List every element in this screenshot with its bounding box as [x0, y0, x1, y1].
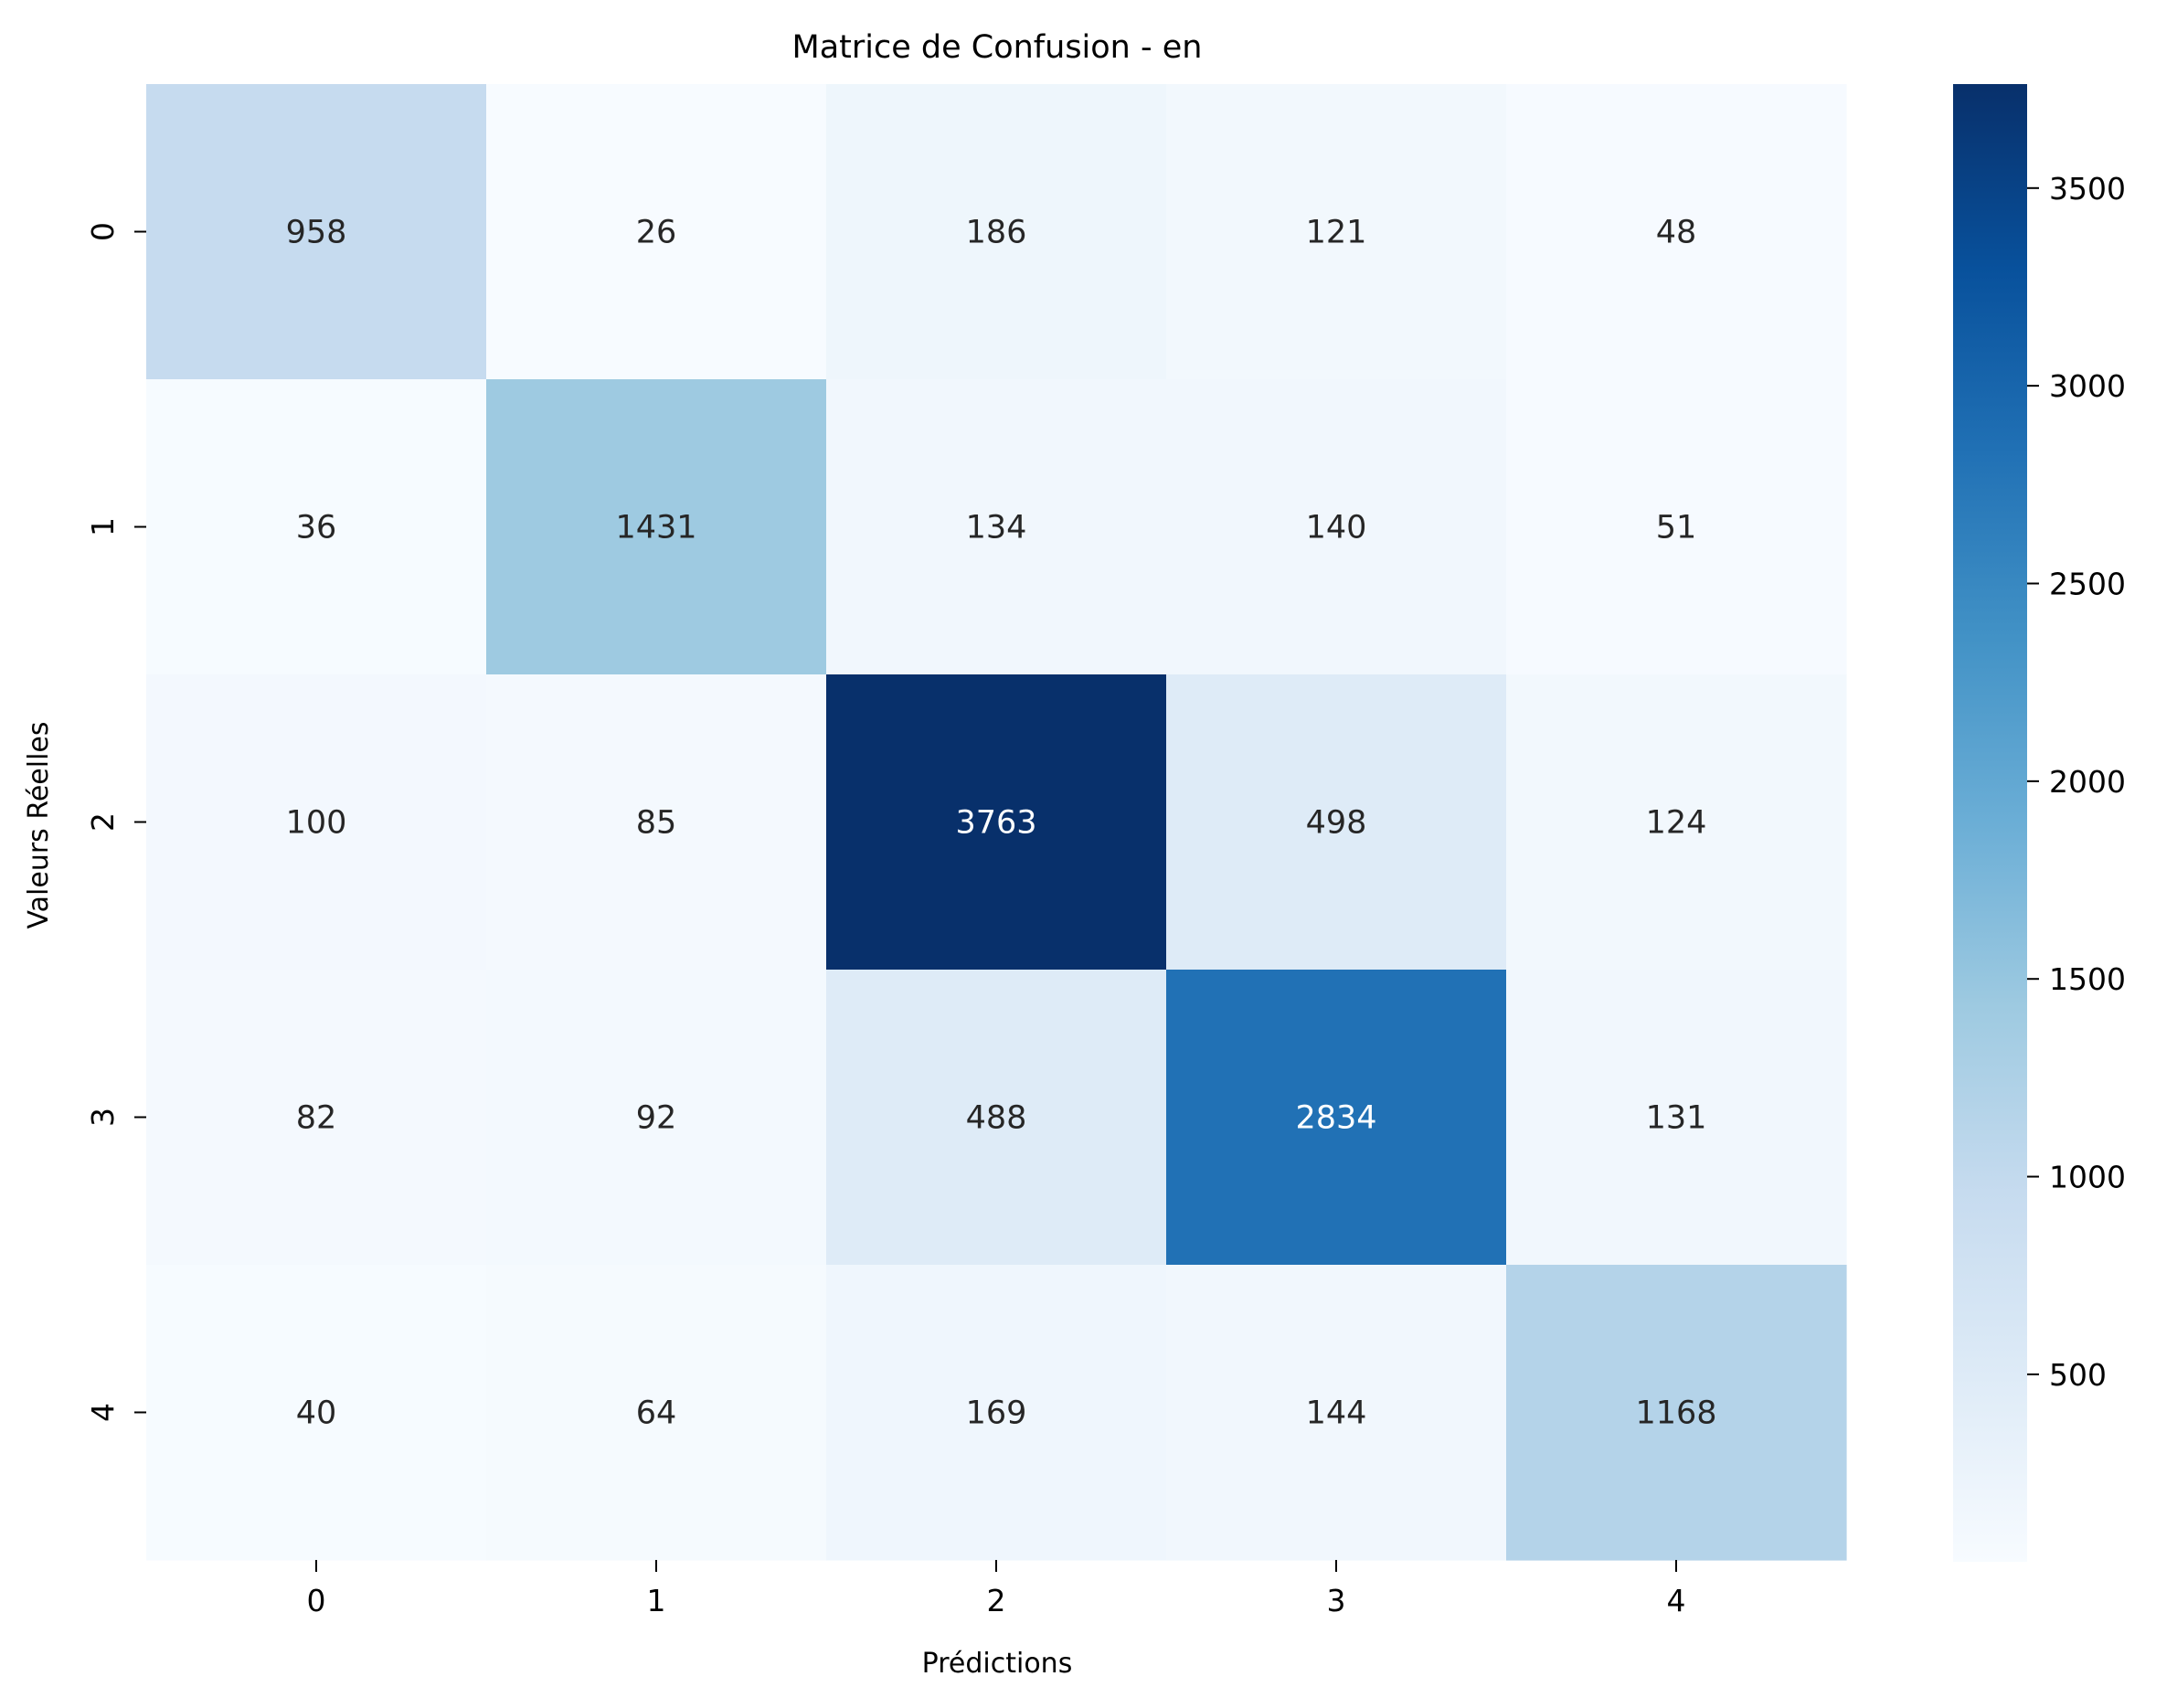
heatmap-cell: [1166, 1265, 1507, 1561]
heatmap-cell: [1506, 379, 1847, 675]
cell-value-label: 26: [636, 215, 677, 251]
heatmap-cell: [486, 1265, 827, 1561]
cell-value-label: 2834: [1295, 1100, 1376, 1137]
heatmap-cell: [1506, 970, 1847, 1266]
y-tick-label: 1: [85, 517, 121, 536]
cell-value-label: 92: [636, 1100, 677, 1137]
y-tick-label: 3: [85, 1108, 121, 1127]
colorbar-tick-label: 2000: [2049, 764, 2126, 800]
cell-value-label: 134: [966, 510, 1027, 546]
x-tick-label: 3: [1327, 1583, 1346, 1618]
heatmap-cell: [826, 84, 1167, 380]
heatmap-cell: [826, 379, 1167, 675]
y-tick-label: 0: [85, 222, 121, 241]
cell-annotations: 958 26 186 121 48 36 1431 134 140 51 100 85 3763 498 1…: [286, 215, 1717, 1432]
colorbar-tick-label: 3000: [2049, 368, 2126, 404]
cell-value-label: 121: [1306, 215, 1367, 251]
colorbar-tick-label: 3500: [2049, 171, 2126, 207]
heatmap-cell: [826, 970, 1167, 1266]
x-axis-label: Prédictions: [922, 1648, 1073, 1680]
cell-value-label: 64: [636, 1395, 677, 1432]
colorbar-tick-label: 2500: [2049, 567, 2126, 602]
heatmap-cell: [1166, 84, 1507, 380]
x-tick-label: 1: [647, 1583, 666, 1618]
x-axis-ticks: 0 1 2 3 4: [307, 1560, 1686, 1618]
heatmap-cell: [486, 84, 827, 380]
colorbar: [1953, 84, 2027, 1562]
x-tick-label: 2: [987, 1583, 1006, 1618]
heatmap-cell: [1506, 84, 1847, 380]
y-tick-label: 4: [85, 1403, 121, 1422]
cell-value-label: 40: [296, 1395, 337, 1432]
chart-title: Matrice de Confusion - en: [792, 29, 1203, 66]
heatmap-cell: [486, 379, 827, 675]
cell-value-label: 85: [636, 805, 677, 842]
cell-value-label: 169: [966, 1395, 1027, 1432]
cell-value-label: 3763: [955, 805, 1036, 842]
heatmap-cell: [1166, 379, 1507, 675]
y-axis-ticks: 0 1 2 3 4: [85, 222, 146, 1422]
heatmap-cell: [1506, 674, 1847, 971]
y-tick-label: 2: [85, 812, 121, 832]
cell-value-label: 140: [1306, 510, 1367, 546]
cell-value-label: 488: [966, 1100, 1027, 1137]
cell-value-label: 144: [1306, 1395, 1367, 1432]
cell-value-label: 82: [296, 1100, 337, 1137]
cell-value-label: 186: [966, 215, 1027, 251]
heatmap-cell: [826, 674, 1167, 971]
cell-value-label: 124: [1646, 805, 1707, 842]
heatmap-cell: [486, 674, 827, 971]
heatmap-cell: [1166, 970, 1507, 1266]
colorbar-ticks: 500 1000 1500 2000 2500 3000 3500: [2027, 171, 2126, 1393]
colorbar-tick-label: 500: [2049, 1357, 2107, 1393]
heatmap-cell: [146, 84, 487, 380]
cell-value-label: 1431: [615, 510, 696, 546]
heatmap-cell: [486, 970, 827, 1266]
heatmap-cell: [146, 379, 487, 675]
cell-value-label: 51: [1656, 510, 1697, 546]
cell-value-label: 498: [1306, 805, 1367, 842]
x-tick-label: 0: [307, 1583, 326, 1618]
heatmap-cell: [1506, 1265, 1847, 1561]
cell-value-label: 100: [286, 805, 347, 842]
heatmap-cell: [146, 674, 487, 971]
heatmap-cell: [146, 970, 487, 1266]
heatmap-cells: [146, 84, 1847, 1561]
cell-value-label: 131: [1646, 1100, 1707, 1137]
colorbar-tick-label: 1500: [2049, 961, 2126, 997]
x-tick-label: 4: [1667, 1583, 1686, 1618]
cell-value-label: 36: [296, 510, 337, 546]
heatmap-cell: [826, 1265, 1167, 1561]
y-axis-label: Valeurs Réelles: [23, 721, 55, 928]
colorbar-tick-label: 1000: [2049, 1160, 2126, 1195]
cell-value-label: 48: [1656, 215, 1697, 251]
heatmap-cell: [1166, 674, 1507, 971]
cell-value-label: 958: [286, 215, 347, 251]
heatmap-cell: [146, 1265, 487, 1561]
cell-value-label: 1168: [1635, 1395, 1716, 1432]
